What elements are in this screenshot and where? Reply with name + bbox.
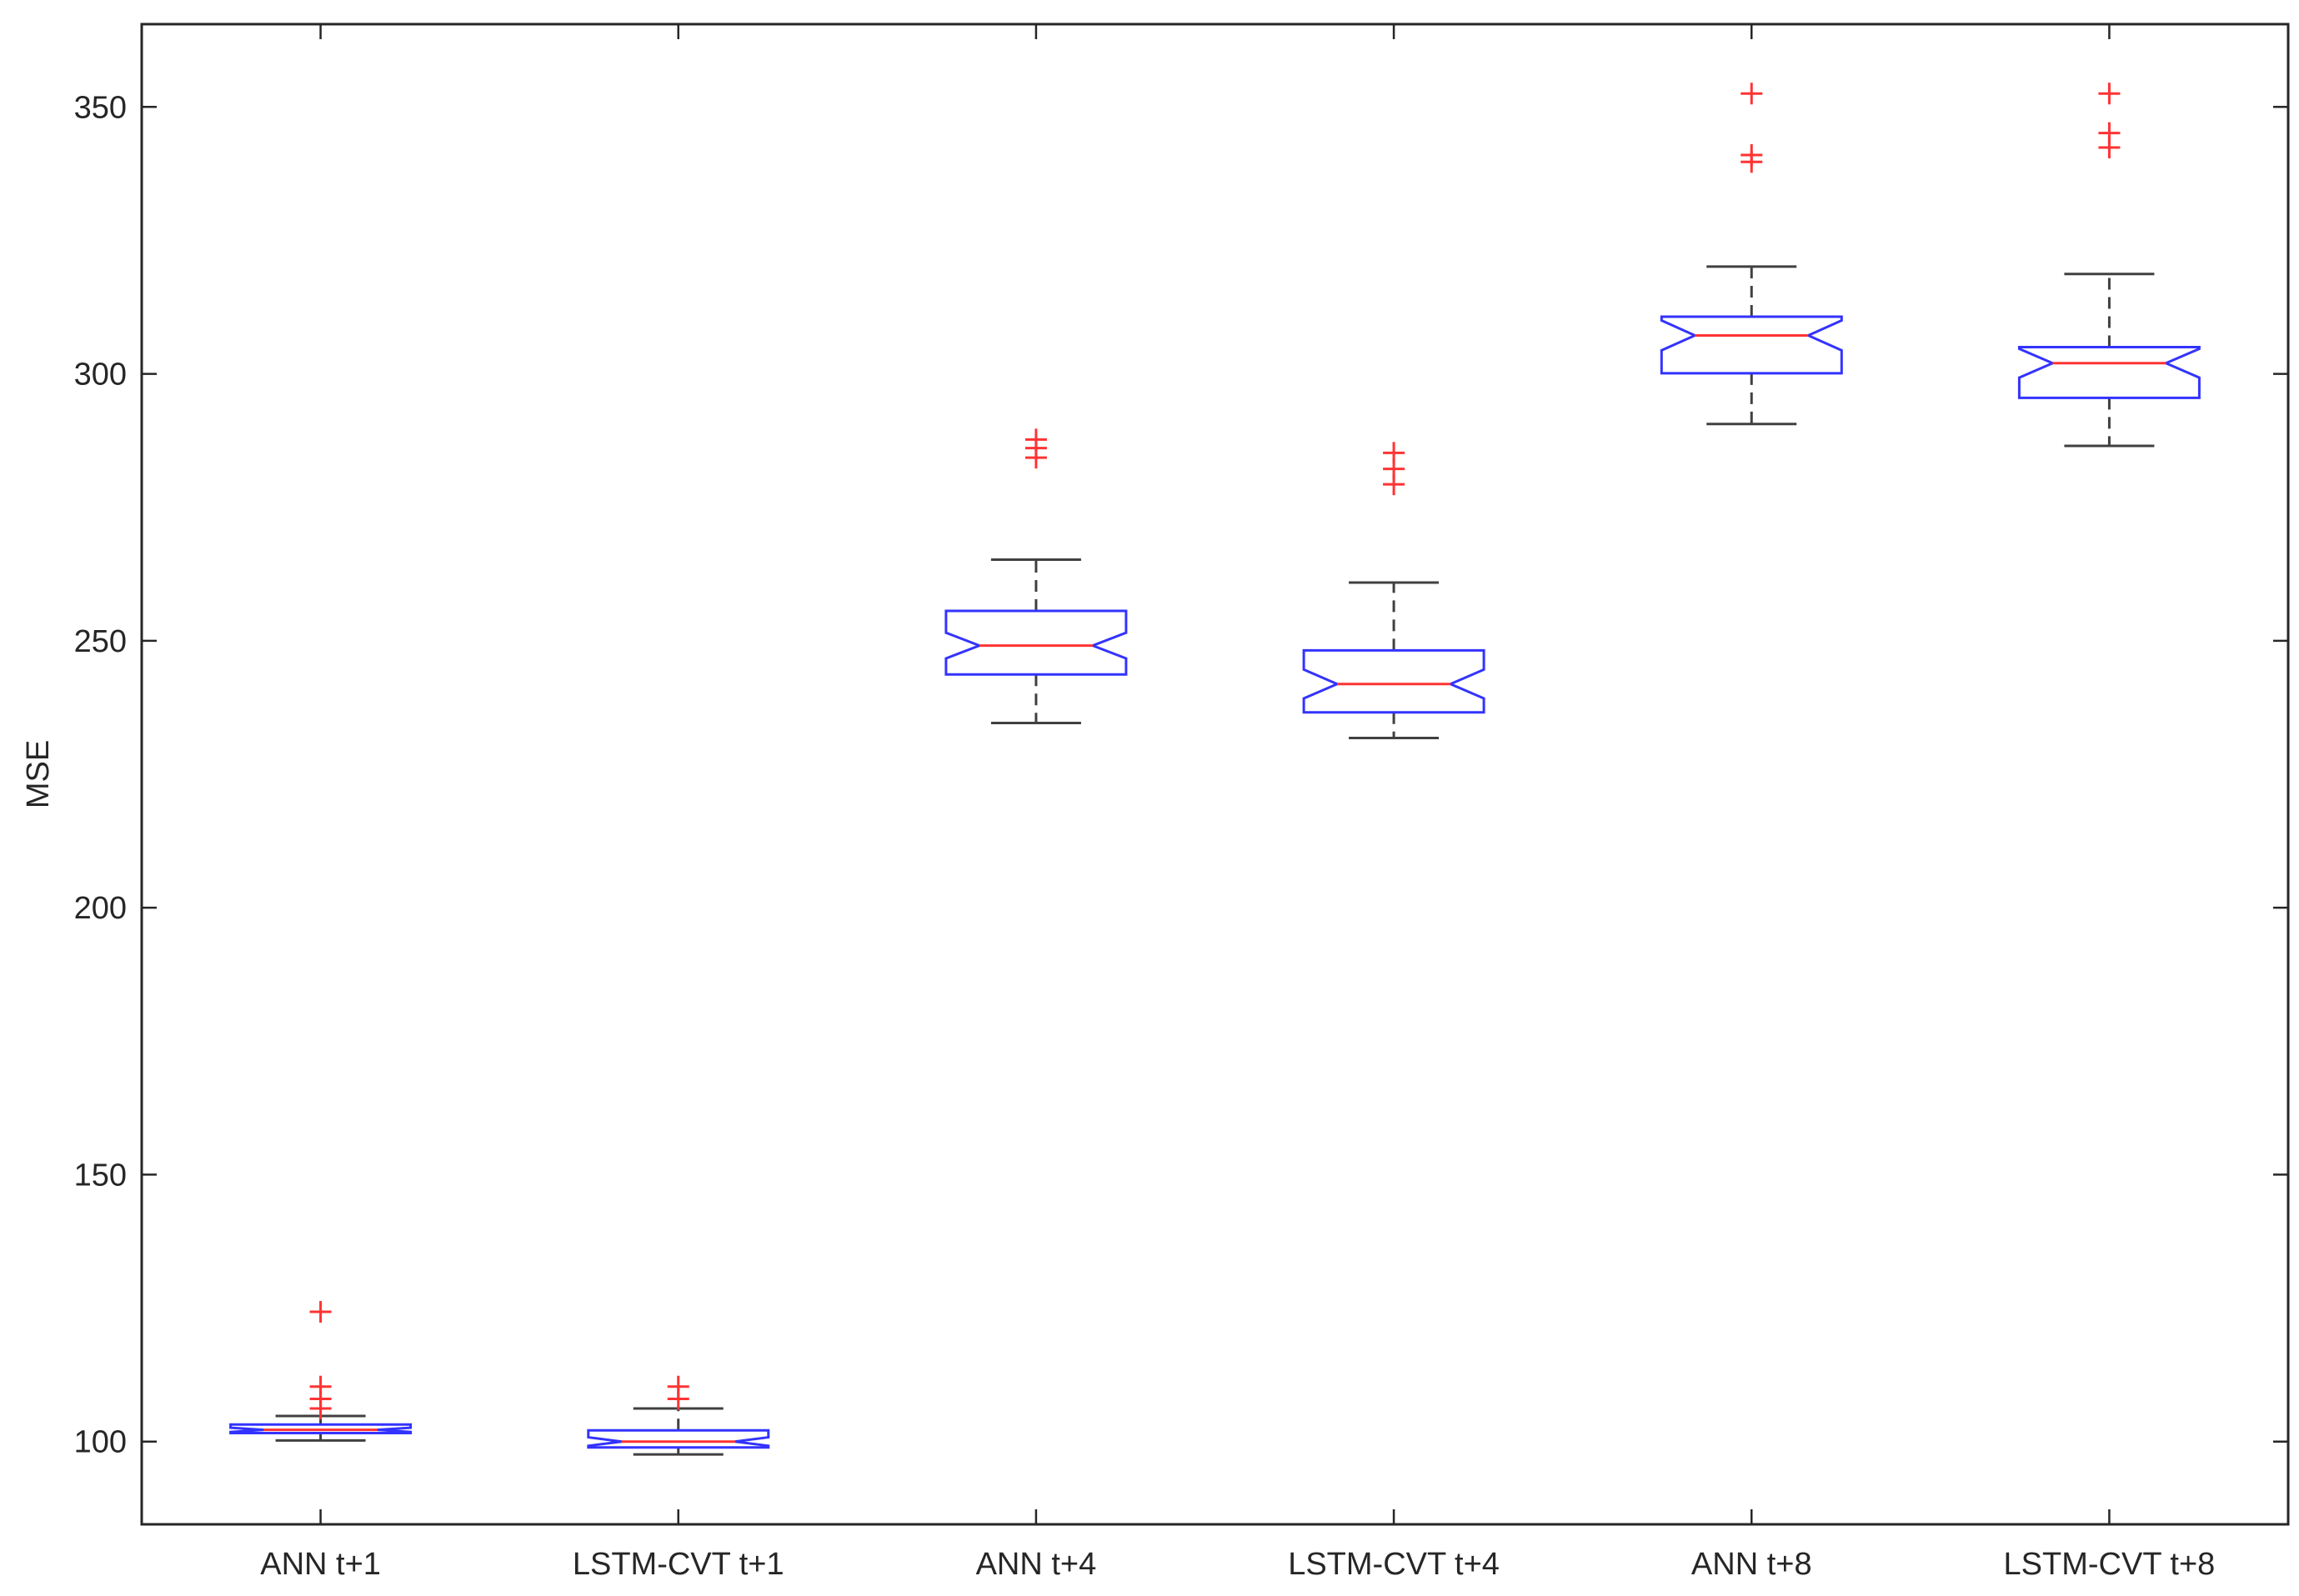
plot-area	[140, 23, 2290, 1526]
outlier-marker	[1383, 442, 1405, 464]
x-tick-label: LSTM-CVT t+8	[2004, 1547, 2216, 1582]
box-group	[229, 1301, 413, 1442]
notched-box	[1660, 315, 1843, 375]
y-tick-label: 350	[74, 90, 127, 125]
y-axis-title: MSE	[21, 740, 56, 808]
x-tick-label: LSTM-CVT t+4	[1288, 1547, 1500, 1582]
notched-box	[944, 609, 1128, 676]
x-tick-label: ANN t+1	[260, 1547, 381, 1582]
outlier-marker	[309, 1375, 332, 1398]
y-tick-label: 100	[74, 1425, 127, 1460]
boxes	[229, 83, 2201, 1456]
y-tick-label: 300	[74, 358, 127, 393]
outlier-marker	[1024, 428, 1047, 451]
box-group	[2017, 83, 2201, 448]
notched-box	[587, 1428, 770, 1449]
outlier-marker	[1741, 83, 1763, 105]
box-group	[944, 428, 1128, 725]
x-tick-label: ANN t+8	[1691, 1547, 1812, 1582]
notched-box	[2017, 346, 2201, 399]
x-tick-label: LSTM-CVT t+1	[573, 1547, 784, 1582]
box-group	[587, 1375, 770, 1456]
y-tick-label: 250	[74, 624, 127, 659]
outlier-marker	[309, 1301, 332, 1323]
y-axis: 100 150 200 250 300 350	[74, 90, 2288, 1460]
outlier-marker	[2098, 83, 2121, 105]
x-axis: ANN t+1 LSTM-CVT t+1 ANN t+4 LSTM-CVT t+4 AN…	[260, 24, 2215, 1582]
outlier-marker	[667, 1375, 689, 1398]
box-group	[1302, 442, 1485, 739]
notched-box	[229, 1423, 413, 1434]
y-tick-label: 150	[74, 1158, 127, 1193]
outlier-marker	[1741, 143, 1763, 166]
y-tick-label: 200	[74, 891, 127, 926]
notched-box	[1302, 648, 1485, 714]
outlier-marker	[2098, 122, 2121, 144]
box-group	[1660, 83, 1843, 426]
x-tick-label: ANN t+4	[976, 1547, 1097, 1582]
